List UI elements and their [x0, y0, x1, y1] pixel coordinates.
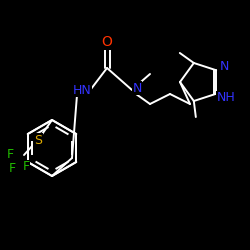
Text: O: O — [102, 35, 112, 49]
Text: N: N — [220, 60, 229, 73]
Text: NH: NH — [217, 91, 236, 104]
Text: F: F — [6, 148, 14, 162]
Text: F: F — [22, 160, 30, 173]
Text: HN: HN — [72, 84, 92, 96]
Text: S: S — [34, 134, 42, 146]
Text: F: F — [8, 162, 16, 174]
Text: N: N — [132, 82, 142, 94]
